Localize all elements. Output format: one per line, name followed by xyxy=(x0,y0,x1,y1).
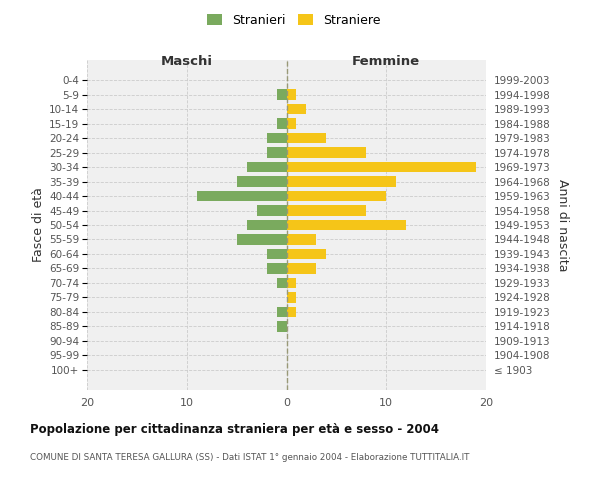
Bar xyxy=(287,162,476,172)
Text: Maschi: Maschi xyxy=(161,55,213,68)
Bar xyxy=(266,248,287,259)
Bar xyxy=(287,248,326,259)
Bar xyxy=(247,220,287,230)
Bar xyxy=(287,206,367,216)
Y-axis label: Anni di nascita: Anni di nascita xyxy=(556,179,569,271)
Bar xyxy=(277,321,287,332)
Bar xyxy=(257,206,287,216)
Bar xyxy=(287,104,307,115)
Bar xyxy=(287,90,296,100)
Bar xyxy=(266,133,287,143)
Bar xyxy=(236,176,287,187)
Bar xyxy=(287,234,316,244)
Bar xyxy=(277,278,287,288)
Text: Femmine: Femmine xyxy=(352,55,421,68)
Bar xyxy=(266,148,287,158)
Bar xyxy=(287,292,296,302)
Bar xyxy=(287,220,406,230)
Text: Popolazione per cittadinanza straniera per età e sesso - 2004: Popolazione per cittadinanza straniera p… xyxy=(30,422,439,436)
Bar xyxy=(287,278,296,288)
Bar xyxy=(287,176,396,187)
Bar xyxy=(266,263,287,274)
Bar xyxy=(277,306,287,317)
Bar xyxy=(277,90,287,100)
Text: COMUNE DI SANTA TERESA GALLURA (SS) - Dati ISTAT 1° gennaio 2004 - Elaborazione : COMUNE DI SANTA TERESA GALLURA (SS) - Da… xyxy=(30,452,470,462)
Bar xyxy=(287,133,326,143)
Bar xyxy=(287,191,386,202)
Bar xyxy=(287,118,296,129)
Bar xyxy=(197,191,287,202)
Bar xyxy=(247,162,287,172)
Bar xyxy=(287,148,367,158)
Bar xyxy=(277,118,287,129)
Bar xyxy=(287,306,296,317)
Bar xyxy=(287,263,316,274)
Bar xyxy=(236,234,287,244)
Y-axis label: Fasce di età: Fasce di età xyxy=(32,188,45,262)
Legend: Stranieri, Straniere: Stranieri, Straniere xyxy=(202,8,386,32)
